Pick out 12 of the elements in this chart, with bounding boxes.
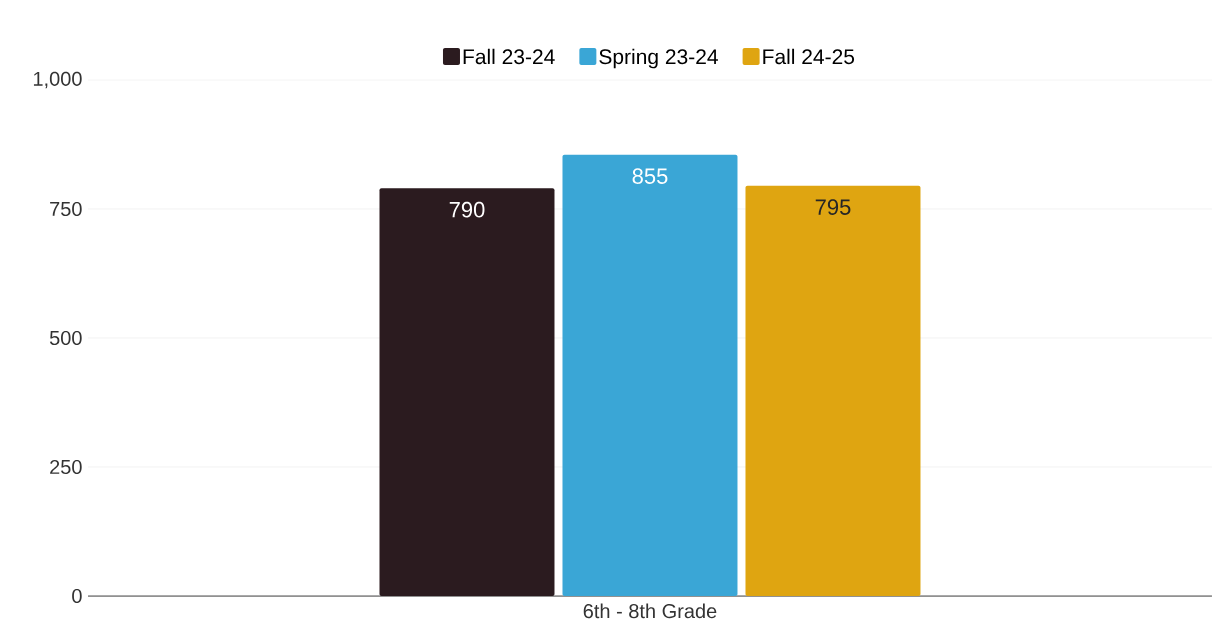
x-tick-label: 6th - 8th Grade — [583, 603, 717, 619]
y-tick-label: 750 — [50, 201, 82, 217]
y-tick-label: 0 — [72, 588, 82, 604]
legend-label: Fall 23-24 — [463, 48, 555, 65]
y-tick-label: 250 — [50, 459, 82, 475]
data-label: 795 — [815, 199, 851, 215]
data-label: 790 — [449, 201, 485, 218]
legend-label: Spring 23-24 — [599, 48, 718, 69]
data-label: 855 — [632, 168, 668, 184]
y-tick-label: 1,000 — [33, 71, 82, 89]
y-tick-label: 500 — [49, 330, 82, 346]
legend-label: Fall 24-25 — [763, 48, 855, 65]
